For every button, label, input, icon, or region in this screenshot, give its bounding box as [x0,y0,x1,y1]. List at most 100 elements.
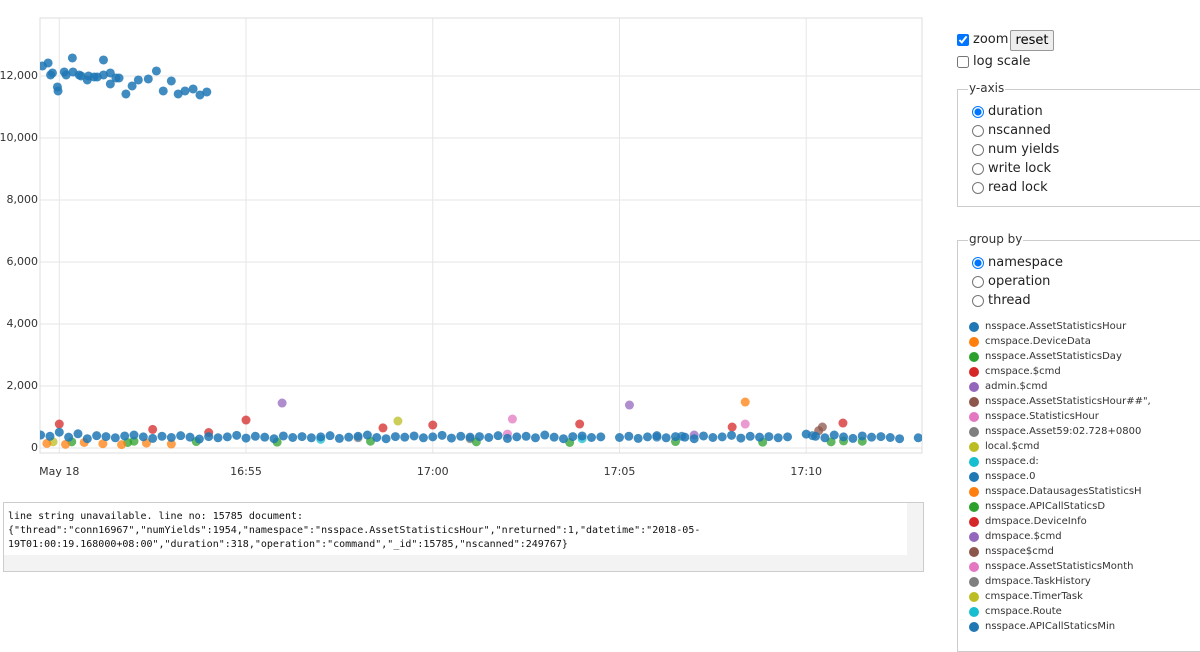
point [817,422,827,432]
point [829,430,839,440]
y-tick-label: 12,000 [0,69,38,82]
legend-item: nsspace.Asset59:02.728+0800 [969,426,1141,437]
point [586,432,596,442]
tick-labels: 0 2,000 4,000 6,000 8,000 10,000 12,000 May 18 1… [0,69,822,478]
radio-option[interactable]: thread [972,293,1031,308]
x-tick-label: 17:05 [604,465,636,478]
radio[interactable] [972,143,984,156]
point [54,427,64,437]
legend-swatch [969,621,979,632]
point [575,419,585,429]
legend-item: nsspace.APICallStaticsMin [969,621,1115,632]
legend-item: nsspace.AssetStatisticsHour##", [969,396,1151,407]
radio[interactable] [972,105,984,118]
radio[interactable] [972,256,984,269]
legend-swatch [969,486,979,497]
radio-option[interactable]: read lock [972,180,1048,195]
legend-item: dmspace.TaskHistory [969,576,1091,587]
legend-label: nsspace.0 [985,471,1036,482]
legend-label: dmspace.DeviceInfo [985,516,1087,527]
radio-option[interactable]: operation [972,274,1050,289]
point [530,433,540,443]
point [92,431,102,441]
legend-item: dmspace.$cmd [969,531,1062,542]
point [213,433,223,443]
log-scale-toggle[interactable]: log scale [957,54,1030,69]
group-title: y-axis [968,81,1006,95]
point [98,70,108,80]
point [45,431,55,441]
radio-option[interactable]: duration [972,104,1043,119]
x-tick-label: May 18 [39,465,79,478]
point [105,79,115,89]
point [474,432,484,442]
radio-option[interactable]: namespace [972,255,1063,270]
legend-swatch [969,321,979,332]
point [378,423,388,433]
legend-label: nsspace.AssetStatisticsMonth [985,561,1134,572]
point [867,432,877,442]
radio-label: thread [988,293,1031,308]
radio-label: nscanned [988,123,1051,138]
point [418,433,428,443]
legend-item: cmspace.TimerTask [969,591,1083,602]
point [671,432,681,442]
point [596,432,606,442]
scrollbar[interactable] [907,503,923,555]
point [549,432,559,442]
point [241,433,251,443]
plot-frame [39,17,923,454]
point [456,431,466,441]
point [110,433,120,443]
radio-label: operation [988,274,1051,289]
point [114,73,124,83]
point [82,434,92,444]
point [446,433,456,443]
point [43,58,53,68]
point [614,432,624,442]
point [839,432,849,442]
radio-option[interactable]: nscanned [972,123,1051,138]
legend-label: local.$cmd [985,441,1040,452]
point [195,90,205,100]
x-tick-label: 17:10 [790,465,822,478]
legend-swatch [969,426,979,437]
scrollbar[interactable] [4,555,923,571]
point [372,432,382,442]
radio[interactable] [972,275,984,288]
reset-button[interactable]: reset [1010,30,1054,51]
legend-item: cmspace.$cmd [969,366,1061,377]
radio-label: read lock [988,180,1048,195]
legend-label: cmspace.DeviceData [985,336,1091,347]
point [689,434,699,444]
point [661,433,671,443]
point [61,70,71,80]
legend-label: dmspace.$cmd [985,531,1062,542]
radio-label: num yields [988,142,1060,157]
radio[interactable] [972,294,984,307]
radio-option[interactable]: write lock [972,161,1051,176]
radio-option[interactable]: num yields [972,142,1059,157]
legend-swatch [969,456,979,467]
point [53,86,63,96]
point [717,432,727,442]
y-tick-label: 0 [31,441,38,454]
point [437,430,447,440]
checkbox[interactable] [957,33,969,46]
radio[interactable] [972,162,984,175]
legend-item: cmspace.Route [969,606,1062,617]
legend-label: nsspace$cmd [985,546,1054,557]
radio[interactable] [972,124,984,137]
zoom-toggle[interactable]: zoom [957,32,1008,47]
point [180,86,190,96]
point [288,432,298,442]
legend-swatch [969,396,979,407]
checkbox[interactable] [957,55,969,68]
point [101,432,111,442]
point [54,419,64,429]
point [755,432,765,442]
point [316,432,326,442]
point [176,431,186,441]
point [577,431,587,441]
radio[interactable] [972,181,984,194]
